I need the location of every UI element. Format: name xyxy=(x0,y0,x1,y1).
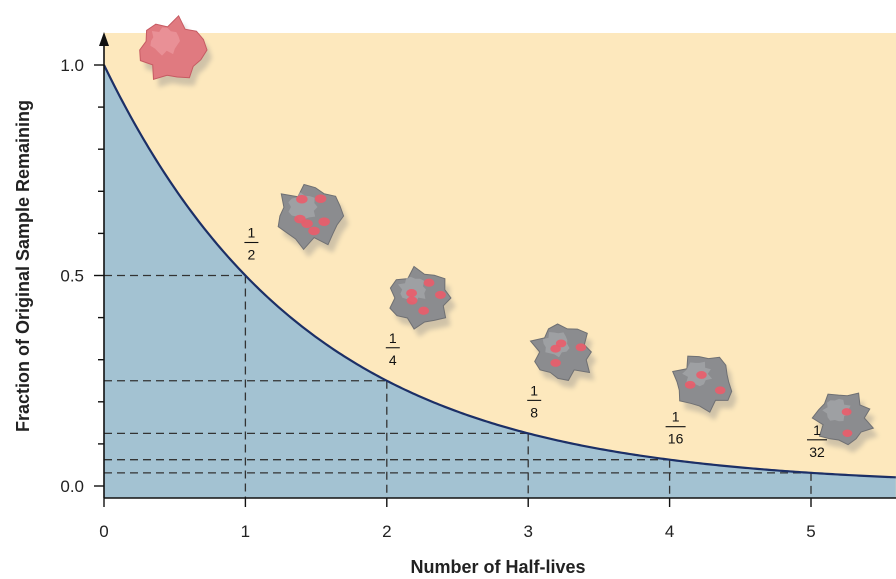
x-tick-label: 3 xyxy=(523,522,532,541)
decay-curve xyxy=(103,64,896,479)
y-axis-title: Fraction of Original Sample Remaining xyxy=(13,100,33,432)
fraction-label-16: 116 xyxy=(665,409,686,447)
decayed-sample-icon xyxy=(277,183,349,258)
rock-highlight xyxy=(150,27,180,56)
fraction-label-4: 14 xyxy=(385,330,400,368)
fraction-denominator: 4 xyxy=(389,352,397,368)
decay-spot xyxy=(555,339,567,348)
decay-spot xyxy=(406,296,418,305)
x-tick-label: 5 xyxy=(806,522,815,541)
fraction-denominator: 2 xyxy=(248,247,256,263)
fraction-numerator: 1 xyxy=(672,409,680,425)
decay-spot xyxy=(318,217,330,226)
decay-spot xyxy=(550,344,561,353)
y-tick-label: 1.0 xyxy=(60,56,84,75)
fraction-numerator: 1 xyxy=(813,422,821,438)
decay-spot xyxy=(418,306,430,315)
fresh-sample-icon xyxy=(139,14,212,88)
decayed-sample-icon xyxy=(529,323,597,389)
sample-illustrations xyxy=(139,14,879,453)
decayed-sample-icon xyxy=(811,392,879,453)
y-tick-label: 0.0 xyxy=(60,477,84,496)
decay-spot xyxy=(841,408,852,416)
x-tick-label: 0 xyxy=(99,522,108,541)
fraction-denominator: 16 xyxy=(668,431,684,447)
x-tick-label: 4 xyxy=(665,522,674,541)
fraction-label-8: 18 xyxy=(527,382,542,420)
rock-highlight xyxy=(288,192,318,222)
decay-spot xyxy=(406,289,418,298)
decay-spot xyxy=(714,386,726,395)
x-tick-label: 1 xyxy=(241,522,250,541)
rock-highlight xyxy=(822,398,851,422)
fraction-denominator: 8 xyxy=(530,404,538,420)
region-below-curve xyxy=(104,65,896,498)
fraction-numerator: 1 xyxy=(530,382,538,398)
decay-spot xyxy=(308,226,320,236)
x-tick-label: 2 xyxy=(382,522,391,541)
decay-spot xyxy=(684,380,696,389)
decay-spot xyxy=(550,358,561,367)
x-axis-title: Number of Half-lives xyxy=(410,557,585,577)
tick-labels: 0 1 2 3 4 50.00.51.0 xyxy=(60,56,815,541)
decay-spot xyxy=(294,214,306,224)
decay-spot xyxy=(296,194,308,204)
fraction-numerator: 1 xyxy=(248,225,256,241)
y-axis-arrow xyxy=(99,32,109,46)
axes xyxy=(94,32,896,507)
decay-spot xyxy=(696,370,707,379)
y-tick-label: 0.5 xyxy=(60,267,84,286)
decay-spot xyxy=(842,429,853,437)
decay-spot xyxy=(575,343,587,352)
decay-spot xyxy=(435,290,446,299)
guide-lines xyxy=(104,274,812,498)
decay-spot xyxy=(423,278,435,287)
decayed-sample-icon xyxy=(389,265,456,337)
fraction-label-2: 12 xyxy=(244,225,259,263)
decay-spot xyxy=(314,194,327,204)
decayed-sample-icon xyxy=(672,355,737,421)
fraction-label-32: 132 xyxy=(807,422,827,460)
fraction-denominator: 32 xyxy=(809,444,825,460)
fraction-numerator: 1 xyxy=(389,330,397,346)
